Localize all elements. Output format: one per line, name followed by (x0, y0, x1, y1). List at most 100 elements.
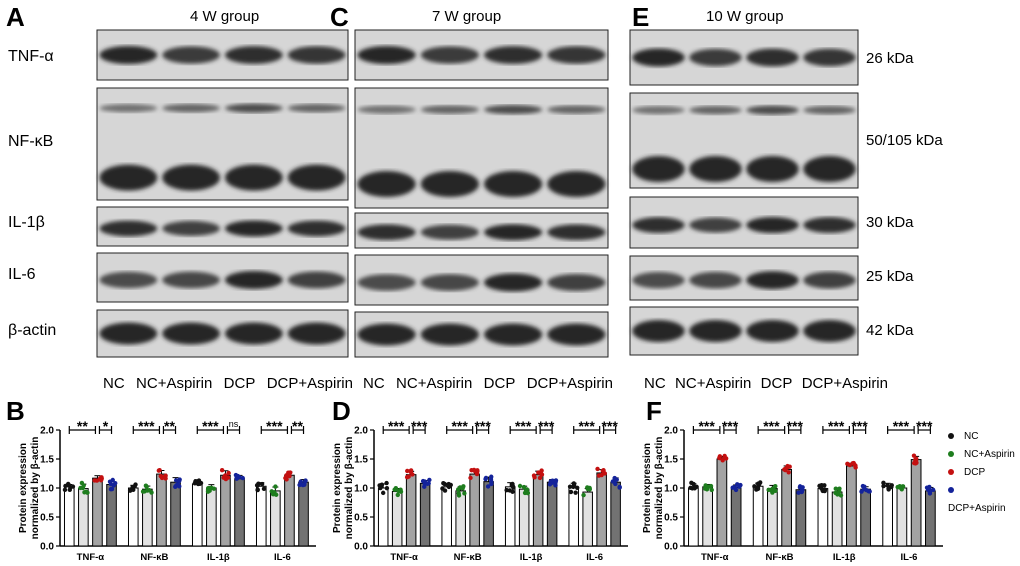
y-axis-label: Protein expression (642, 443, 653, 533)
data-point (766, 487, 771, 493)
lane-labels-7w: NC NC+Aspirin DCP DCP+Aspirin (363, 375, 613, 392)
data-point (796, 490, 801, 495)
lane-label: NC+Aspirin (675, 375, 752, 392)
protein-band (225, 164, 283, 191)
data-point (442, 481, 447, 487)
data-point (207, 488, 212, 493)
data-point (532, 475, 537, 480)
data-point (851, 460, 856, 466)
protein-band (162, 322, 220, 345)
dot-icon (948, 469, 954, 475)
legend-item: NC (948, 428, 1020, 446)
data-point (177, 477, 182, 482)
data-point (691, 485, 697, 490)
data-point (690, 486, 695, 491)
protein-band (357, 105, 416, 114)
category-label: IL-1β (833, 552, 856, 563)
data-point (773, 483, 778, 489)
protein-band (803, 48, 856, 67)
data-point (900, 484, 906, 489)
data-point (708, 483, 714, 489)
data-point (755, 486, 761, 492)
data-point (130, 485, 135, 490)
data-point (571, 484, 576, 490)
bar (255, 485, 267, 547)
data-point (261, 486, 267, 492)
protein-band (746, 156, 799, 182)
bar (795, 489, 807, 547)
data-point (770, 486, 776, 491)
data-point (405, 468, 410, 474)
data-point (163, 473, 168, 478)
data-point (196, 478, 202, 483)
significance-label: ns (229, 419, 239, 429)
category-label: TNF-α (701, 552, 729, 563)
data-point (599, 472, 604, 478)
data-point (521, 484, 527, 490)
bar (469, 473, 480, 547)
kda-label-il6: 25 kDa (866, 268, 914, 285)
data-point (523, 488, 529, 493)
data-point (192, 481, 198, 486)
data-point (410, 472, 415, 477)
lane-labels-4w: NC NC+Aspirin DCP DCP+Aspirin (103, 375, 353, 392)
data-point (396, 488, 401, 494)
data-point (548, 479, 553, 484)
data-point (688, 485, 693, 491)
y-tick-label: 1.5 (664, 455, 678, 466)
data-point (770, 486, 775, 492)
data-point (396, 488, 402, 494)
bar (78, 488, 89, 547)
data-point (586, 486, 592, 491)
data-point (221, 475, 226, 480)
data-point (398, 489, 404, 494)
data-point (822, 483, 827, 488)
protein-band (420, 224, 479, 240)
legend-item: DCP (948, 464, 1020, 482)
data-point (175, 482, 181, 487)
data-point (83, 489, 89, 494)
data-point (913, 457, 918, 463)
y-tick-label: 0.0 (354, 542, 368, 553)
data-point (927, 489, 932, 495)
bar (896, 487, 908, 547)
data-point (581, 492, 586, 498)
protein-band (803, 156, 856, 182)
data-point (80, 485, 86, 491)
bar (860, 488, 871, 547)
data-point (219, 467, 225, 473)
y-axis-label: normalized by β-actin (654, 437, 665, 540)
lane-label: NC (103, 375, 125, 392)
data-point (504, 487, 509, 493)
bar (127, 487, 139, 547)
data-point (553, 479, 558, 485)
bar (270, 490, 281, 547)
legend-item: DCP+Aspirin (948, 482, 1020, 518)
legend-label: DCP+Aspirin (948, 503, 1006, 514)
category-label: TNF-α (77, 552, 105, 563)
data-point (448, 482, 453, 488)
data-point (408, 469, 414, 475)
significance-label: *** (138, 418, 155, 434)
data-point (240, 475, 245, 481)
data-point (694, 484, 699, 489)
data-point (197, 481, 203, 487)
data-point (177, 484, 182, 489)
protein-band (420, 274, 479, 291)
bar (298, 481, 309, 547)
data-point (800, 485, 805, 490)
data-point (398, 487, 403, 492)
y-tick-label: 1.5 (40, 455, 54, 466)
data-point (269, 489, 274, 494)
panel-label-e: E (632, 2, 650, 32)
bar (419, 482, 431, 547)
kda-label-il1b: 30 kDa (866, 214, 914, 231)
bar (730, 486, 742, 547)
bar (377, 487, 389, 547)
data-point (393, 485, 399, 491)
data-point (222, 474, 227, 479)
data-point (928, 488, 933, 493)
lane-label: DCP+Aspirin (801, 375, 888, 392)
data-point (395, 492, 400, 498)
data-point (255, 487, 260, 493)
